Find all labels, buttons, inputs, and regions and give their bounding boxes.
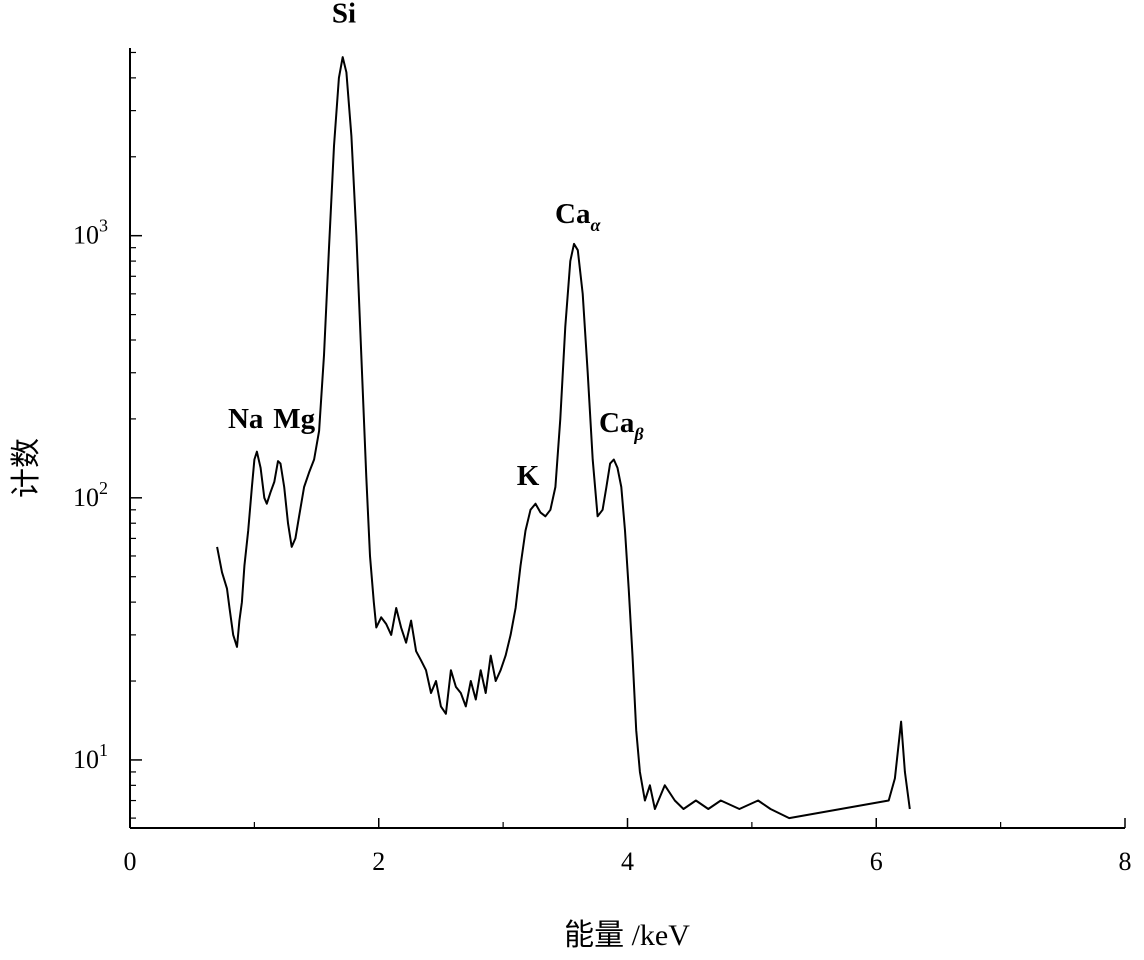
x-tick-label: 0 [124,847,137,876]
y-tick-exponent: 3 [99,216,108,236]
series-layer [216,56,911,820]
y-tick-base: 10 [73,221,99,250]
y-tick-label: 102 [73,478,108,512]
peak-label-text: Na [228,403,264,435]
spectrum-line [216,56,911,820]
peak-label-subscript: β [633,424,644,444]
peak-label-text: Ca [555,198,591,230]
axis-titles: 能量 /keV 计数 [10,438,690,952]
peak-label-na: Na [228,403,264,435]
x-tick-label: 2 [372,847,385,876]
x-tick-label: 6 [870,847,883,876]
x-tick-label: 8 [1119,847,1132,876]
x-tick-label: 4 [621,847,634,876]
y-tick-base: 10 [73,745,99,774]
peak-label-ca-sub: Caα [555,198,601,235]
peak-label-k: K [517,460,540,492]
peak-label-mg: Mg [273,403,315,435]
y-tick-exponent: 1 [99,740,108,760]
peak-label-subscript: α [590,215,601,235]
peak-label-text: Si [332,0,356,30]
peak-label-ca-sub: Caβ [599,407,644,444]
x-axis-title: 能量 /keV [564,919,690,952]
peak-label-text: Mg [273,403,315,435]
y-tick-base: 10 [73,483,99,512]
y-axis-title: 计数 [10,438,43,498]
peak-label-si: Si [332,0,356,30]
peak-label-text: K [517,460,540,492]
y-tick-label: 101 [73,740,108,774]
y-tick-label: 103 [73,216,108,250]
y-tick-exponent: 2 [99,478,108,498]
peak-label-text: Ca [599,407,635,439]
